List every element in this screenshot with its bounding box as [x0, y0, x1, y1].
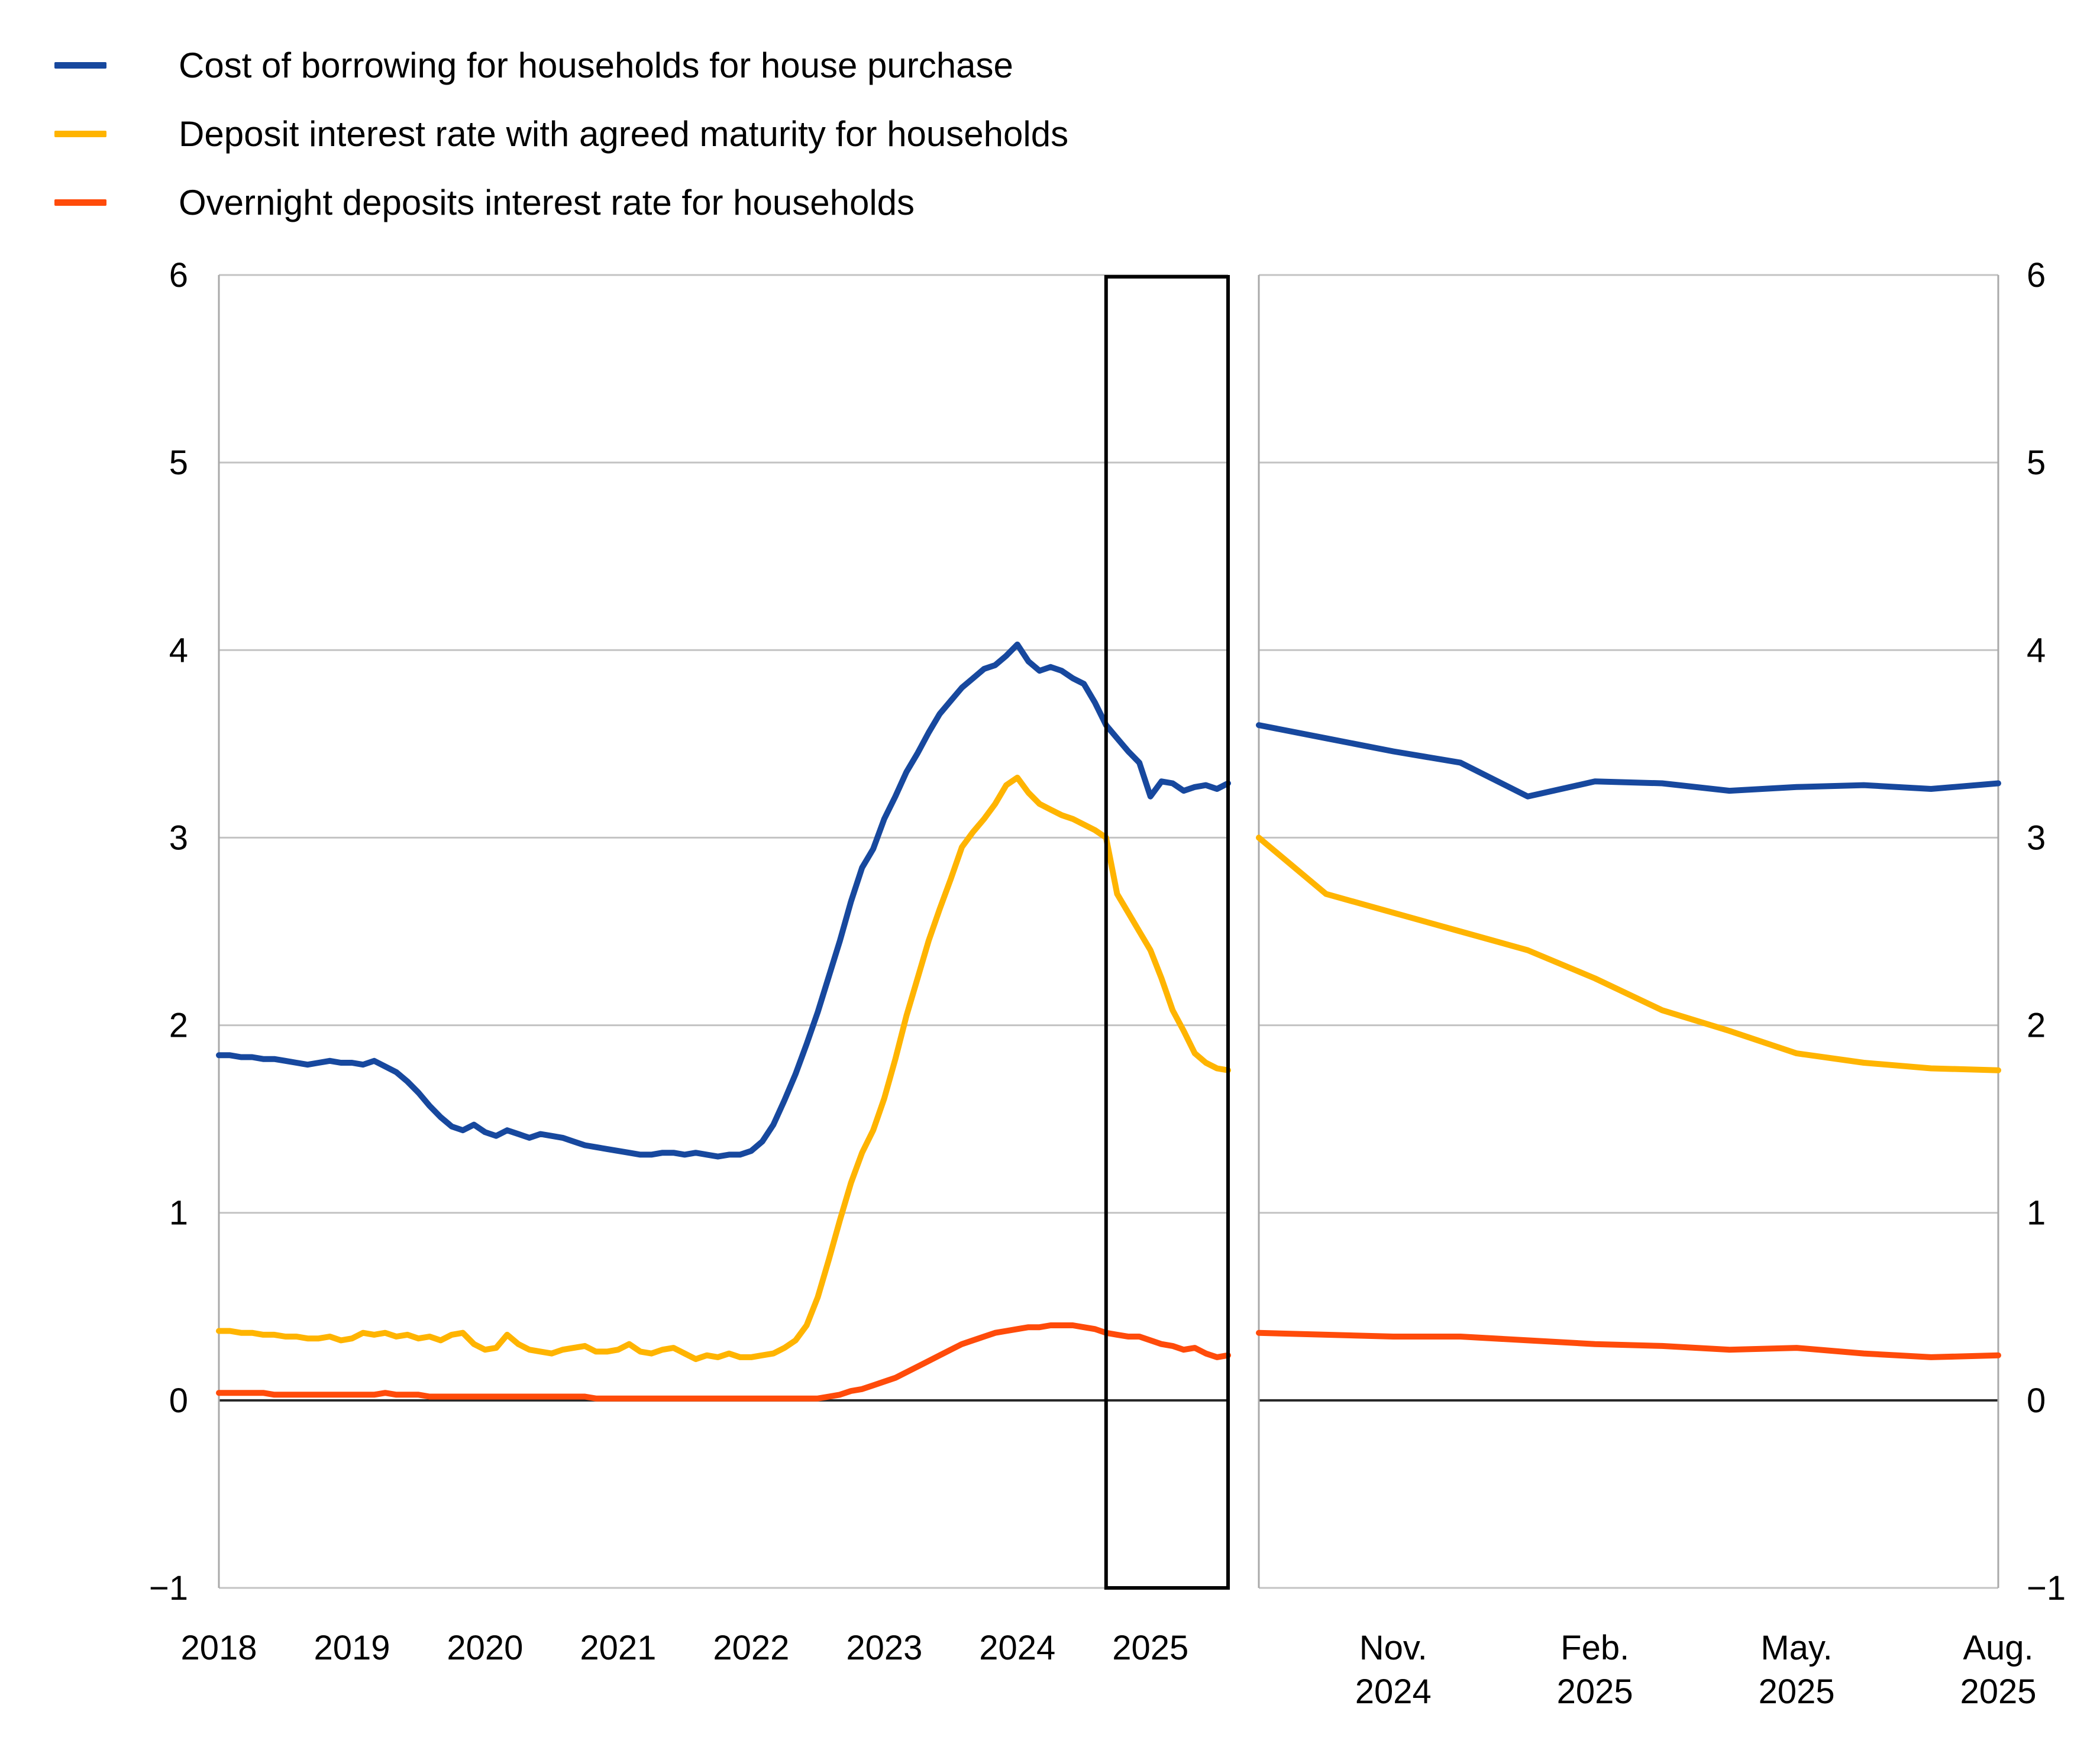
- x-axis-year-label: 2020: [447, 1629, 523, 1667]
- legend-item-cost-of-borrowing: Cost of borrowing for households for hou…: [54, 31, 1068, 99]
- y-axis-tick-label-left: 3: [169, 818, 188, 857]
- x-axis-month-year-label: 2025: [1557, 1672, 1633, 1711]
- y-axis-tick-label-left: −1: [149, 1569, 188, 1607]
- series-line-deposit-rate-agreed-maturity: [1256, 834, 2001, 1073]
- legend-swatch-blue-line-icon: [54, 62, 106, 69]
- series-line-deposit-rate-agreed-maturity: [216, 774, 1231, 1363]
- x-axis-year-label: 2022: [713, 1629, 789, 1667]
- legend-swatch-red-line-icon: [54, 199, 106, 206]
- x-axis-month-label: Feb.: [1561, 1629, 1629, 1667]
- y-axis-tick-label-left: 6: [169, 256, 188, 295]
- x-axis-year-label: 2023: [846, 1629, 922, 1667]
- legend-item-overnight-deposits: Overnight deposits interest rate for hou…: [54, 168, 1068, 237]
- legend-label: Overnight deposits interest rate for hou…: [179, 182, 915, 222]
- legend-label: Cost of borrowing for households for hou…: [179, 45, 1013, 85]
- y-axis-tick-label-right: 2: [2027, 1007, 2046, 1045]
- left-panel: [216, 274, 1231, 1589]
- series-line-overnight-deposits-rate: [216, 1322, 1231, 1402]
- legend-item-deposit-agreed-maturity: Deposit interest rate with agreed maturi…: [54, 99, 1068, 168]
- x-axis-month-year-label: 2025: [1960, 1672, 2036, 1711]
- x-axis-month-label: May.: [1760, 1629, 1832, 1667]
- x-axis-month-year-label: 2025: [1759, 1672, 1835, 1711]
- y-axis-tick-label-left: 0: [169, 1382, 188, 1420]
- right-panel: [1256, 274, 2001, 1589]
- x-axis-month-year-label: 2024: [1355, 1672, 1432, 1711]
- y-axis-tick-label-left: 5: [169, 444, 188, 482]
- y-axis-tick-label-right: 4: [2027, 631, 2046, 669]
- x-axis-year-label: 2024: [979, 1629, 1055, 1667]
- y-axis-tick-label-right: 6: [2027, 256, 2046, 295]
- legend: Cost of borrowing for households for hou…: [54, 31, 1068, 237]
- y-axis-tick-label-left: 4: [169, 631, 188, 669]
- x-axis-month-label: Nov.: [1359, 1629, 1427, 1667]
- y-axis-tick-label-right: 0: [2027, 1382, 2046, 1420]
- x-axis-year-label: 2019: [314, 1629, 390, 1667]
- series-line-cost-of-borrowing-house-purchase: [216, 641, 1231, 1160]
- axis-labels: 6 6 5 5 4 4 3 3 2 2 1 1 0 0 −1 −1 2018 2019 2020 2021 2022 20…: [149, 256, 2066, 1711]
- y-axis-tick-label-right: 1: [2027, 1194, 2046, 1232]
- x-axis-year-label: 2018: [180, 1629, 257, 1667]
- series-line-overnight-deposits-rate: [1256, 1329, 2001, 1360]
- legend-swatch-yellow-line-icon: [54, 130, 106, 137]
- legend-label: Deposit interest rate with agreed maturi…: [179, 114, 1069, 154]
- zoom-window-rectangle: [1104, 275, 1230, 1590]
- y-axis-tick-label-right: −1: [2027, 1569, 2066, 1607]
- y-axis-tick-label-right: 5: [2027, 444, 2046, 482]
- highlight-rectangle-group: [1104, 275, 1230, 1590]
- y-axis-tick-label-left: 2: [169, 1007, 188, 1045]
- x-axis-year-label: 2021: [580, 1629, 656, 1667]
- y-axis-tick-label-left: 1: [169, 1194, 188, 1232]
- y-axis-tick-label-right: 3: [2027, 818, 2046, 857]
- x-axis-year-label: 2025: [1112, 1629, 1188, 1667]
- series-line-cost-of-borrowing-house-purchase: [1256, 722, 2001, 800]
- x-axis-month-label: Aug.: [1963, 1629, 2033, 1667]
